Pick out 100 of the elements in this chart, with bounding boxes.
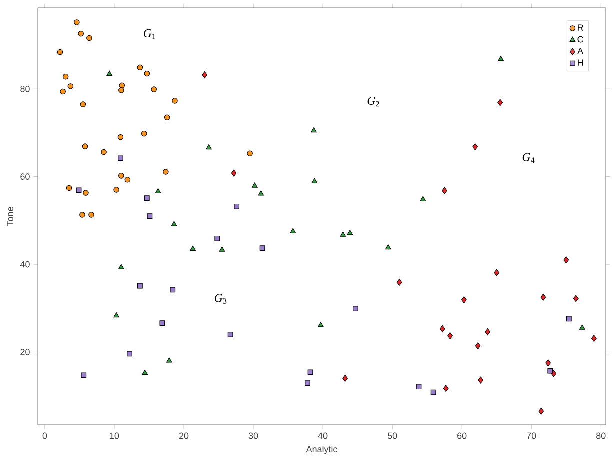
point: [138, 283, 143, 289]
x-tick-label: 30: [248, 432, 258, 440]
point: [311, 127, 317, 133]
point: [206, 144, 212, 150]
x-tick-label: 0: [42, 432, 48, 440]
point: [118, 156, 124, 162]
point: [234, 204, 240, 210]
point: [342, 375, 348, 382]
point: [416, 384, 422, 390]
point: [440, 325, 446, 332]
point: [396, 279, 402, 286]
point: [347, 230, 354, 236]
point: [190, 246, 196, 251]
point: [494, 269, 500, 276]
point: [144, 196, 150, 201]
point: [305, 380, 310, 386]
point: [591, 335, 597, 342]
point: [118, 88, 124, 94]
point: [312, 178, 318, 184]
point: [579, 324, 586, 330]
point: [78, 30, 84, 37]
point: [478, 376, 484, 384]
point: [76, 188, 82, 194]
point: [66, 185, 72, 192]
x-tick-label: 80: [596, 432, 606, 440]
point: [231, 170, 237, 177]
point: [114, 187, 120, 193]
point: [62, 74, 69, 80]
point: [60, 88, 66, 95]
point: [118, 134, 124, 140]
point: [127, 351, 132, 357]
point: [540, 294, 546, 301]
point: [137, 64, 144, 71]
point: [83, 190, 89, 196]
point: [548, 368, 554, 374]
point: [171, 221, 178, 226]
point: [118, 173, 124, 179]
point: [74, 20, 80, 26]
point: [538, 408, 544, 415]
y-tick-label: 80: [20, 86, 30, 92]
point: [57, 49, 64, 56]
point: [144, 70, 150, 77]
point: [142, 370, 148, 376]
y-tick-label: 40: [20, 261, 30, 268]
point: [318, 322, 324, 328]
annotation: G$_{4}$: [522, 153, 535, 163]
point: [88, 212, 94, 218]
point: [566, 316, 572, 322]
point: [564, 256, 570, 264]
point: [448, 332, 453, 340]
annotation: G$_{1}$: [144, 29, 156, 40]
point: [472, 144, 478, 150]
point: [430, 390, 436, 396]
point: [81, 372, 87, 378]
point: [461, 296, 467, 304]
point: [164, 114, 170, 121]
point: [82, 144, 88, 150]
legend-label: R: [578, 24, 584, 31]
point: [172, 98, 178, 104]
x-tick-label: 60: [458, 432, 467, 440]
point: [219, 246, 226, 252]
point: [119, 82, 126, 89]
y-tick-label: 60: [20, 174, 30, 180]
x-tick-label: 10: [110, 432, 120, 440]
point: [80, 102, 86, 108]
point: [260, 246, 266, 251]
point: [475, 342, 481, 350]
point: [163, 169, 169, 175]
point: [114, 312, 120, 318]
x-tick-label: 70: [527, 432, 536, 440]
point: [68, 84, 74, 90]
y-tick-label: 20: [20, 349, 30, 356]
point: [228, 332, 234, 338]
point: [160, 320, 166, 326]
point: [290, 228, 296, 234]
point: [202, 72, 208, 79]
point: [170, 287, 176, 293]
y-axis-title: Tone: [7, 207, 14, 226]
legend-label: C: [578, 36, 584, 43]
point: [155, 188, 162, 194]
point: [485, 328, 491, 336]
point: [442, 187, 448, 194]
annotation: G$_{3}$: [215, 294, 227, 304]
point: [546, 360, 551, 367]
point: [498, 56, 504, 62]
point: [86, 35, 92, 42]
point: [498, 99, 504, 106]
point: [141, 130, 148, 137]
point: [101, 149, 107, 156]
x-tick-label: 50: [388, 432, 398, 440]
x-axis-title: Analytic: [306, 446, 338, 454]
annotation: G$_{2}$: [368, 96, 380, 107]
point: [353, 306, 358, 312]
point: [166, 358, 172, 363]
point: [340, 232, 346, 237]
point: [386, 244, 392, 250]
point: [573, 295, 579, 302]
point: [214, 236, 220, 242]
point: [252, 182, 258, 188]
point: [106, 70, 112, 76]
